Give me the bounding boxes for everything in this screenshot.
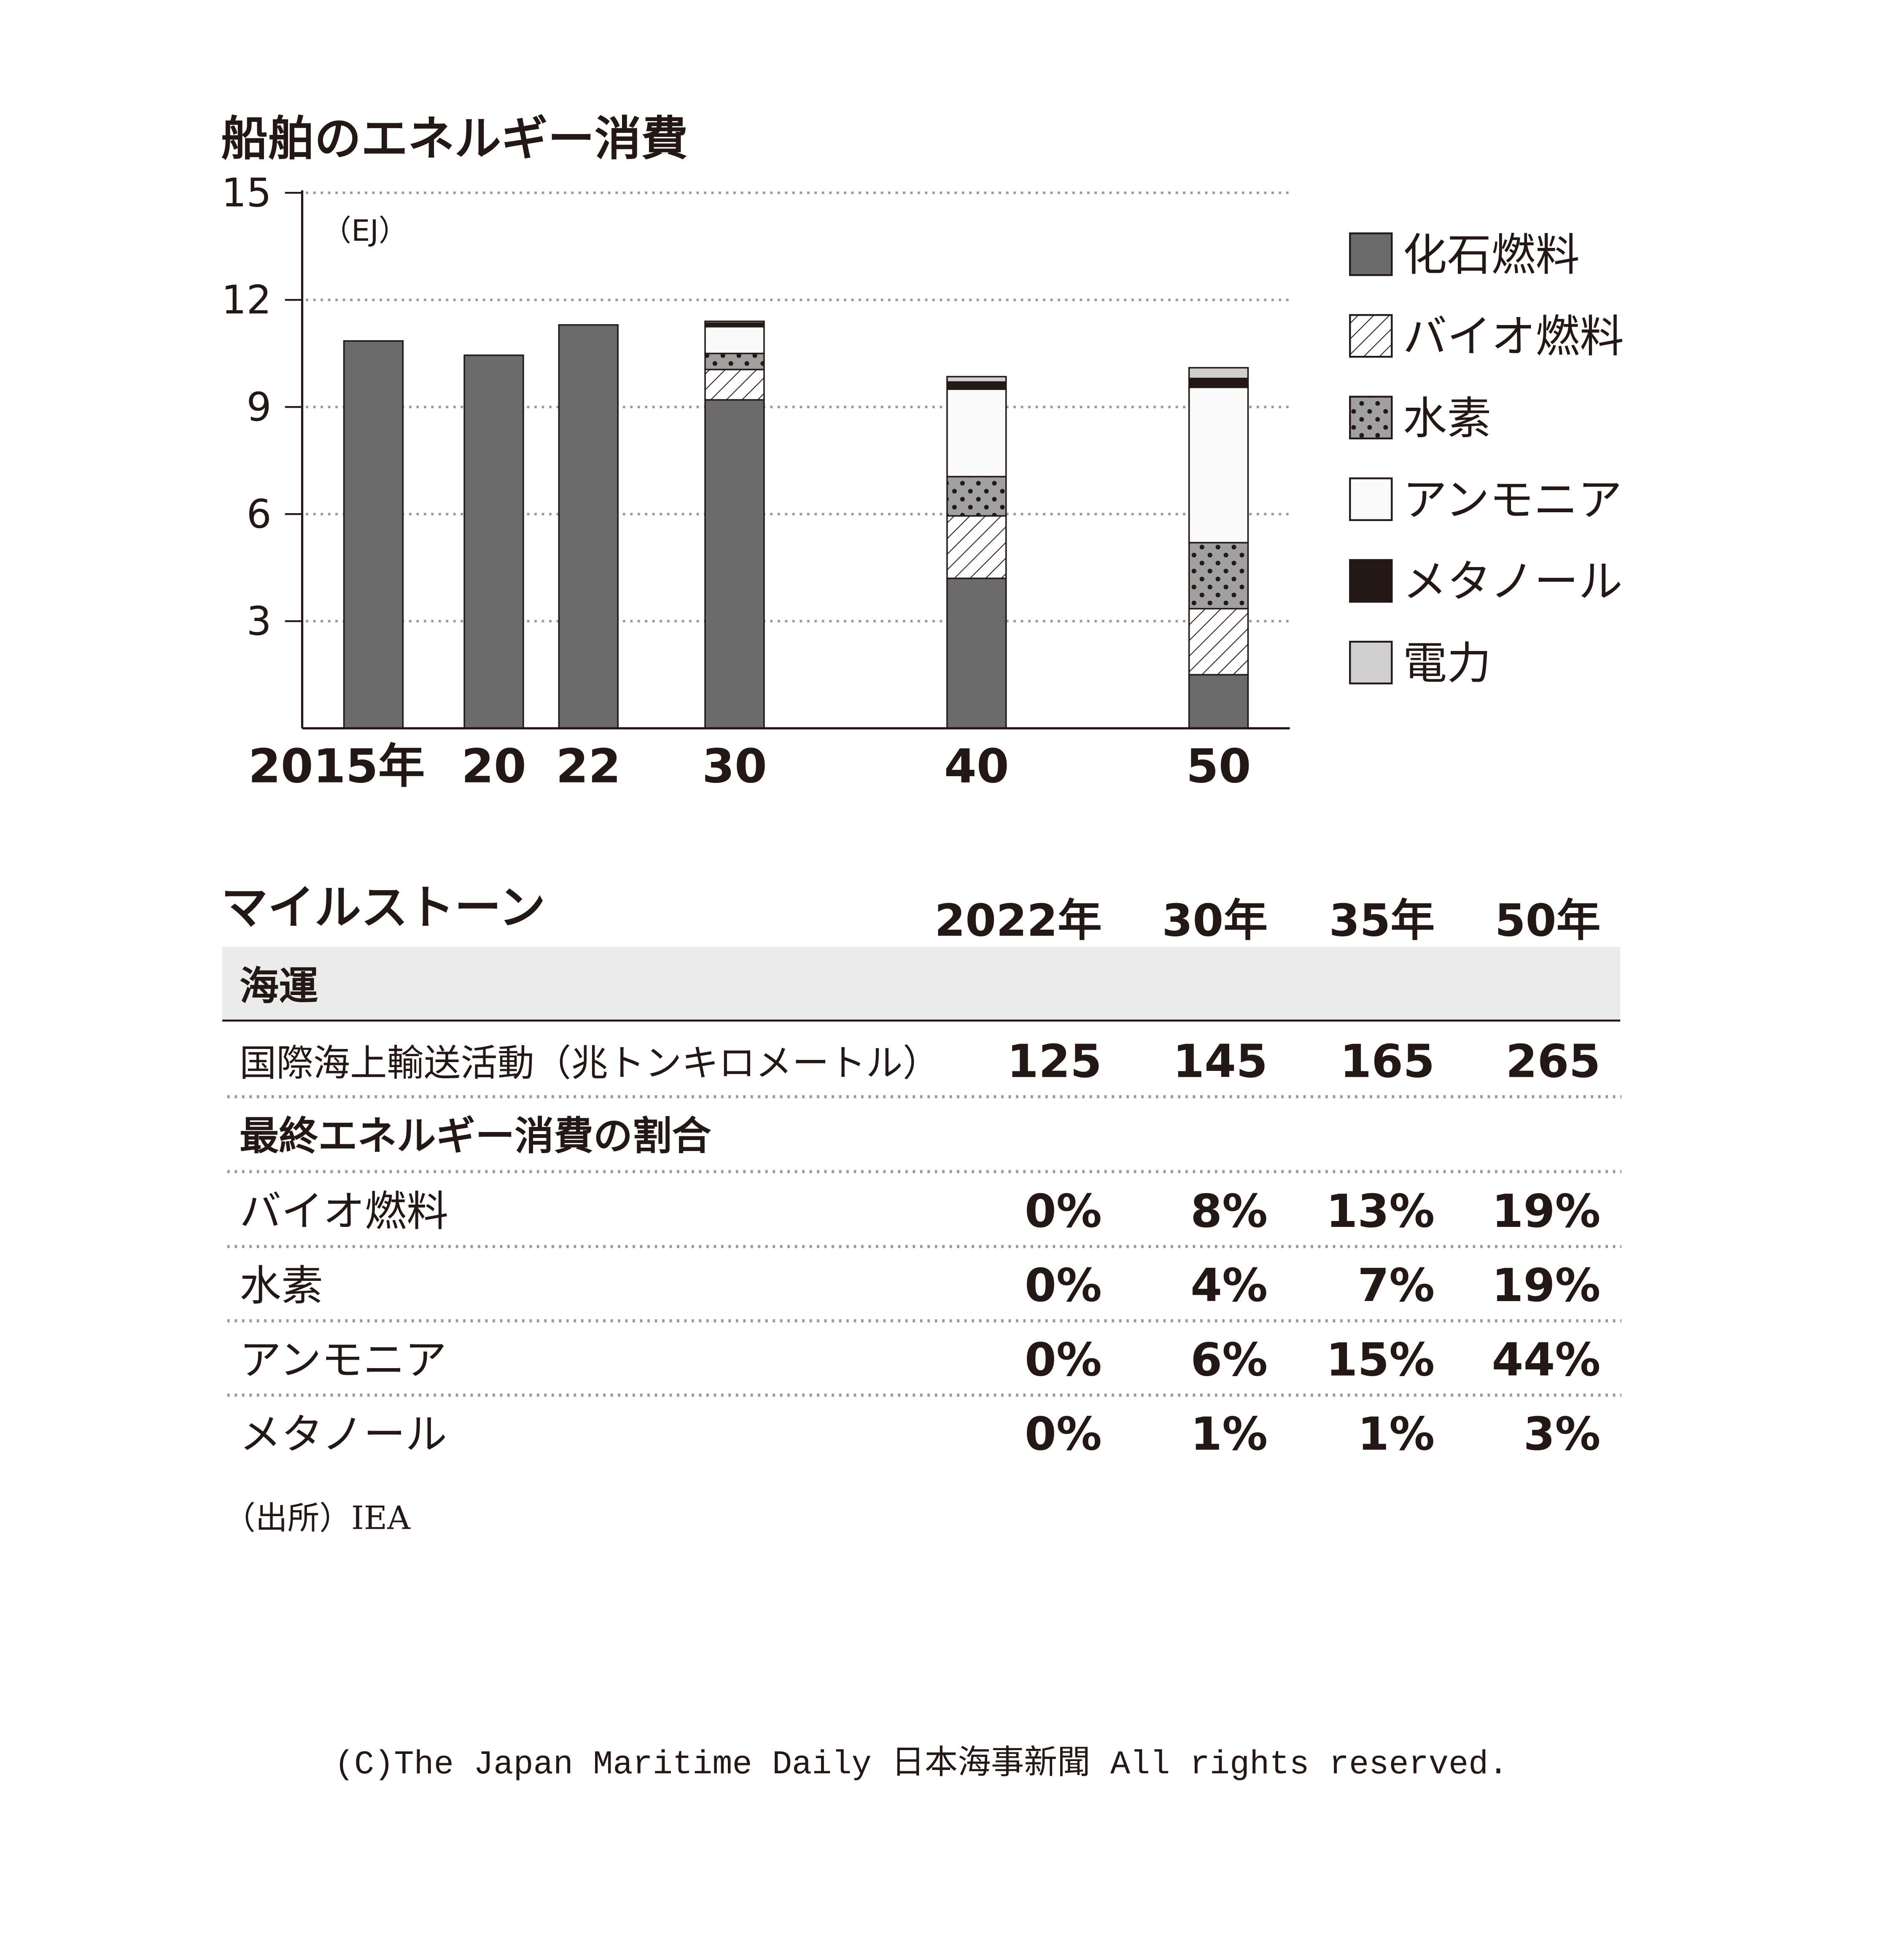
legend-label: 化石燃料 [1403,229,1580,281]
bar-segment [946,515,1007,579]
bar-segment [463,354,524,729]
bar-segment [946,376,1007,383]
table-cell: 6% [1190,1334,1268,1386]
section-header: 最終エネルギー消費の割合 [240,1113,711,1159]
legend-swatch [1349,395,1393,440]
x-tick-label: 50 [1186,740,1251,794]
row-label: バイオ燃料 [240,1187,448,1236]
table-cell: 1% [1190,1408,1268,1461]
table-cell: 0% [1025,1259,1102,1312]
y-tick-label: 9 [246,384,271,430]
copyright-notice: (C)The Japan Maritime Daily 日本海事新聞 All r… [334,1745,1508,1783]
bar-segment [704,399,765,729]
row-label: 水素 [240,1261,323,1310]
bar-segment [704,320,765,324]
table-cell: 8% [1190,1185,1268,1238]
y-tick-label: 12 [221,277,272,323]
column-header: 50年 [1495,895,1601,947]
x-tick-label: 30 [702,740,767,794]
section-header-bg [222,947,1621,1021]
bar-segment [1188,377,1249,388]
x-tick-label: 2015年 [248,740,425,794]
table-cell: 44% [1492,1334,1601,1386]
row-label: 国際海上輸送活動（兆トンキロメートル） [240,1042,940,1085]
table-cell: 0% [1025,1185,1102,1238]
table-cell: 145 [1173,1035,1268,1088]
gridlines [306,191,1290,623]
bar-segment [946,381,1007,390]
bar-segment [1188,674,1249,729]
bar-segment [704,368,765,401]
table-header: 2022年 30年 35年 50年 [934,895,1600,947]
table-cell: 15% [1326,1334,1435,1386]
x-tick-label: 22 [556,740,621,794]
bar-segment [946,577,1007,729]
bar-segment [946,388,1007,478]
table-cell: 3% [1524,1408,1601,1461]
bars [343,320,1249,729]
table-cell: 19% [1492,1185,1601,1238]
source-note: （出所）IEA [224,1500,411,1537]
bar-segment [704,326,765,355]
legend-label: 水素 [1403,393,1492,444]
unit-label: （EJ） [322,214,408,248]
table-cell: 13% [1326,1185,1435,1238]
legend-label: バイオ燃料 [1403,311,1624,363]
legend-swatch [1349,477,1393,521]
section-header: 海運 [240,963,318,1009]
column-header: 30年 [1162,895,1268,947]
bar-segment [558,324,619,729]
legend-swatch [1349,640,1393,685]
y-tick-label: 15 [221,169,272,215]
axes: 3 6 9 12 15 2015年 20 22 30 40 50 [221,169,1290,794]
table-cell: 265 [1506,1035,1601,1088]
bar-segment [946,476,1007,517]
table-cell: 0% [1025,1408,1102,1461]
table-cell: 125 [1007,1035,1102,1088]
legend-label: 電力 [1403,637,1492,689]
bar-segment [704,352,765,371]
bar-segment [1188,608,1249,676]
table-cell: 19% [1492,1259,1601,1312]
legend-swatch [1349,314,1393,358]
bar-segment [1188,367,1249,379]
table-cell: 1% [1357,1408,1435,1461]
y-tick-label: 3 [246,598,271,644]
chart-title: 船舶のエネルギー消費 [221,112,688,166]
legend-swatch [1349,232,1393,276]
legend-label: アンモニア [1403,474,1622,526]
y-tick-label: 6 [246,491,271,537]
row-label: メタノール [240,1410,447,1459]
legend-label: メタノール [1403,556,1623,608]
column-header: 35年 [1329,895,1435,947]
column-header: 2022年 [934,895,1102,947]
row-label: アンモニア [240,1336,447,1385]
x-tick-label: 40 [944,740,1009,794]
bar-segment [1188,387,1249,543]
bar-segment [1188,542,1249,610]
legend-swatch [1349,559,1393,603]
table-cell: 7% [1357,1259,1435,1312]
table-cell: 0% [1025,1334,1102,1386]
milestones-title: マイルストーン [221,881,545,935]
bar-segment [343,340,404,729]
x-tick-label: 20 [461,740,526,794]
table-cell: 165 [1340,1035,1435,1088]
table-cell: 4% [1190,1259,1268,1312]
